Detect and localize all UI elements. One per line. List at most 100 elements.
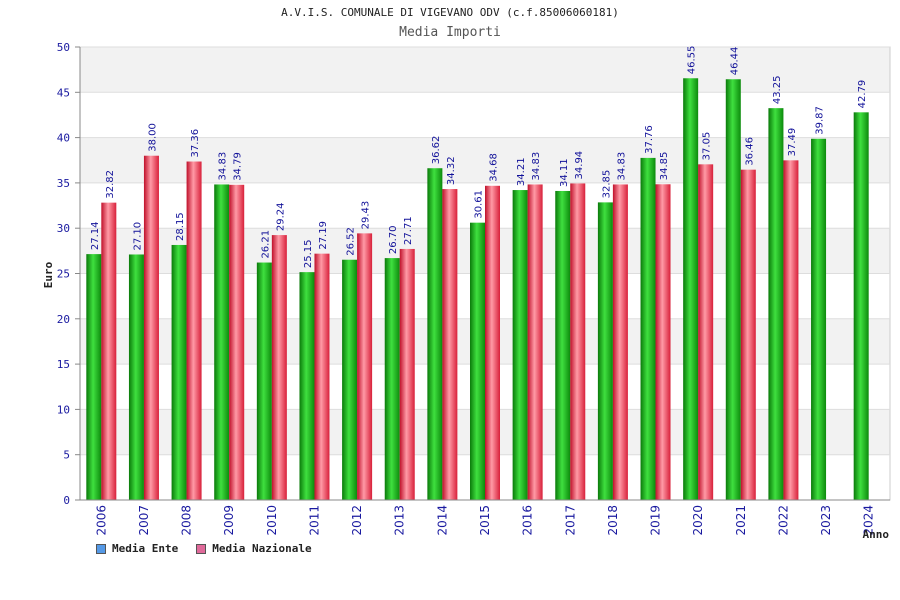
bar-media-ente (171, 244, 187, 500)
data-label: 36.62 (431, 136, 442, 165)
bar-media-nazionale (740, 169, 756, 500)
y-tick-label: 35 (57, 177, 70, 190)
data-label: 37.36 (190, 129, 201, 158)
y-tick-label: 45 (57, 86, 70, 99)
data-label: 34.79 (233, 152, 244, 181)
bar-media-nazionale (698, 164, 714, 500)
legend-label-media-nazionale: Media Nazionale (212, 542, 312, 555)
data-label: 34.11 (559, 158, 570, 187)
bar-media-nazionale (527, 184, 543, 501)
data-label: 34.68 (489, 153, 500, 182)
data-label: 34.32 (446, 156, 457, 185)
y-tick-label: 50 (57, 41, 70, 54)
data-label: 32.82 (105, 170, 116, 199)
bar-media-nazionale (357, 233, 373, 500)
bar-media-nazionale (101, 202, 117, 500)
y-tick-label: 5 (63, 449, 70, 462)
chart-subtitle: Media Importi (399, 25, 501, 40)
bars (86, 78, 869, 501)
legend-label-media-ente: Media Ente (112, 542, 179, 555)
bar-media-ente (470, 222, 485, 500)
bar-media-nazionale (399, 248, 415, 500)
data-label: 25.15 (303, 240, 314, 269)
x-axis-label: Anno (863, 528, 890, 541)
x-tick-label: 2013 (393, 505, 407, 536)
legend-item-media-ente: Media Ente (96, 542, 178, 555)
data-label: 34.83 (218, 152, 229, 181)
bar-media-ente (128, 254, 144, 500)
data-label: 43.25 (772, 76, 783, 105)
x-tick-label: 2021 (734, 505, 748, 536)
x-tick-label: 2009 (222, 505, 236, 536)
y-tick-label: 0 (63, 494, 70, 507)
data-label: 42.79 (857, 80, 868, 109)
data-label: 34.85 (659, 152, 670, 181)
data-label: 29.43 (361, 201, 372, 230)
data-label: 26.21 (260, 230, 271, 259)
bar-media-ente (768, 108, 784, 500)
y-tick-label: 15 (57, 358, 70, 371)
bar-media-ente (299, 272, 315, 500)
legend-swatch-media-nazionale (196, 543, 207, 554)
bar-media-ente (725, 79, 741, 500)
x-tick-label: 2023 (819, 505, 833, 536)
x-tick-label: 2016 (521, 505, 535, 536)
data-label: 34.94 (574, 151, 585, 180)
x-tick-label: 2007 (137, 505, 151, 536)
data-label: 28.15 (175, 212, 186, 241)
bar-media-nazionale (229, 184, 245, 500)
data-label: 46.44 (729, 47, 740, 76)
x-tick-label: 2008 (180, 505, 194, 536)
bar-media-nazionale (570, 183, 586, 500)
x-tick-label: 2020 (691, 505, 705, 536)
x-tick-label: 2017 (563, 505, 577, 536)
legend: Media Ente Media Nazionale (96, 542, 312, 555)
legend-item-media-nazionale: Media Nazionale (196, 542, 312, 555)
bar-media-nazionale (783, 160, 799, 500)
data-label: 29.24 (275, 202, 286, 231)
bar-media-nazionale (186, 161, 202, 500)
bar-media-nazionale (612, 184, 628, 501)
x-tick-label: 2022 (776, 505, 790, 536)
data-label: 26.52 (346, 227, 357, 256)
data-label: 26.70 (388, 225, 399, 254)
x-tick-label: 2014 (435, 505, 449, 536)
bar-media-nazionale (655, 184, 671, 500)
x-tick-label: 2010 (265, 505, 279, 536)
bar-media-ente (811, 138, 827, 500)
legend-swatch-media-ente (96, 543, 106, 554)
data-label: 34.83 (531, 152, 542, 181)
bar-media-ente (86, 254, 102, 500)
bar-media-ente (342, 259, 358, 500)
data-label: 36.46 (744, 137, 755, 166)
x-tick-label: 2018 (606, 505, 620, 536)
bar-media-ente (512, 190, 528, 500)
data-label: 30.61 (474, 190, 485, 219)
bar-media-nazionale (271, 235, 287, 500)
x-tick-label: 2012 (350, 505, 364, 536)
bar-media-ente (384, 258, 400, 500)
data-label: 39.87 (815, 106, 826, 135)
data-label: 34.21 (516, 157, 527, 186)
y-tick-label: 25 (57, 268, 70, 281)
bar-media-ente (597, 202, 613, 500)
y-tick-label: 10 (57, 403, 70, 416)
bar-media-nazionale (143, 155, 159, 500)
x-axis: 2006 2007 2008 2009 2010 2011 2012 2013 2014 2015… (80, 499, 890, 536)
bar-media-ente (427, 168, 443, 501)
x-tick-label: 2024 (862, 505, 876, 536)
data-label: 27.14 (90, 221, 101, 250)
bar-media-ente (256, 262, 272, 500)
bar-media-nazionale (485, 185, 500, 500)
bar-media-ente (214, 184, 230, 501)
data-labels: 27.14 32.82 27.10 38.00 28.15 37.36 34.83 34.79… (90, 46, 868, 269)
data-label: 27.10 (132, 222, 143, 251)
data-label: 27.19 (318, 221, 329, 250)
y-axis: 0 5 10 15 20 25 30 35 40 45 50 (57, 41, 81, 507)
data-label: 37.05 (702, 132, 713, 161)
bar-media-nazionale (314, 253, 330, 500)
bar-media-ente (640, 157, 656, 500)
y-tick-label: 30 (57, 222, 70, 235)
data-label: 37.76 (644, 125, 655, 154)
